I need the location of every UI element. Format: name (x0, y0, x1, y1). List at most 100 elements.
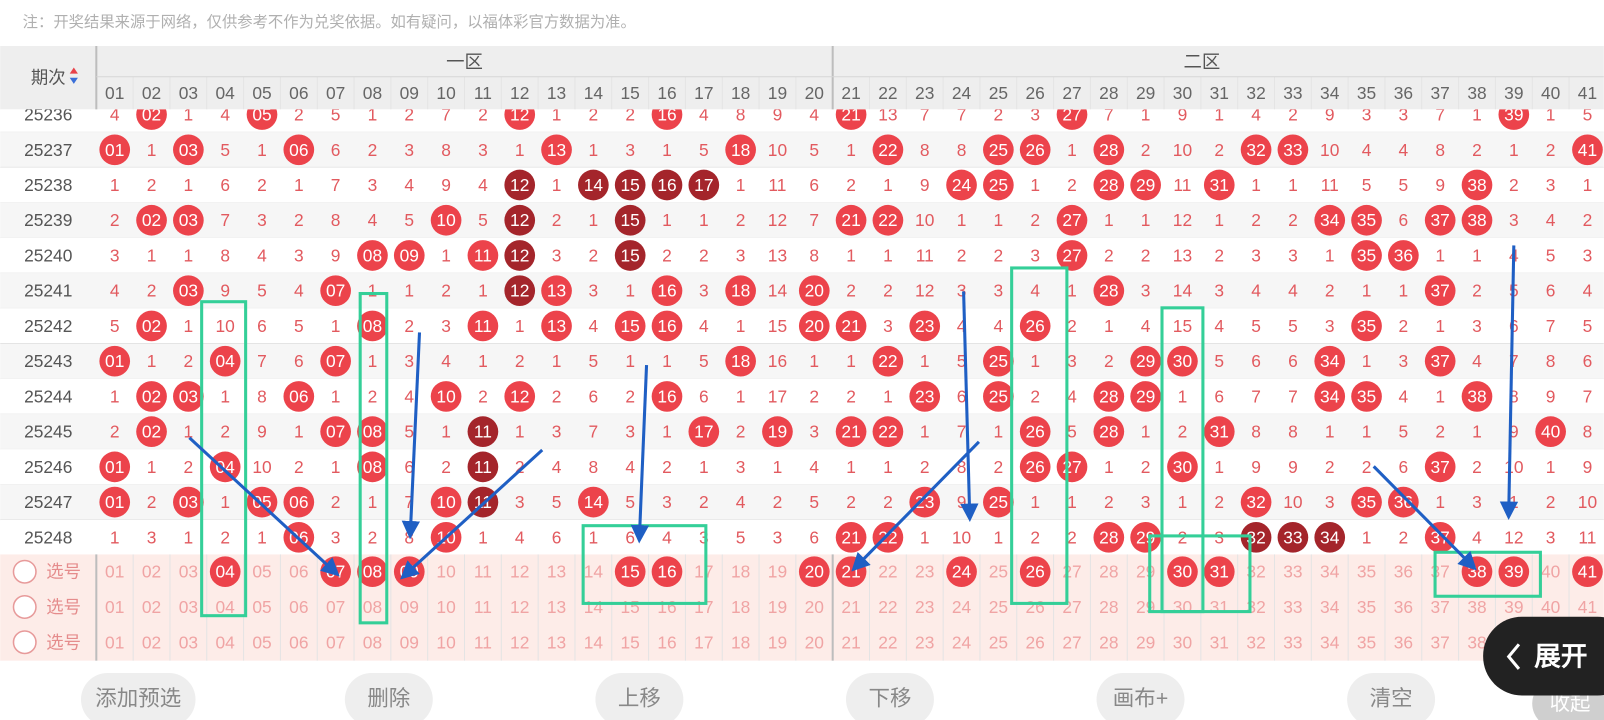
action-button[interactable] (1096, 672, 1185, 720)
pick-number[interactable]: 13 (547, 597, 566, 617)
pick-number[interactable]: 35 (1357, 597, 1376, 617)
pick-radio[interactable] (12, 594, 37, 620)
pick-number[interactable]: 34 (1320, 632, 1340, 652)
pick-number[interactable]: 13 (547, 562, 566, 582)
pick-number[interactable]: 25 (989, 597, 1008, 617)
pick-selected[interactable] (1203, 556, 1235, 588)
pick-number[interactable]: 37 (1431, 632, 1450, 652)
pick-number[interactable]: 10 (436, 597, 455, 617)
pick-number-selected[interactable]: 41 (1578, 562, 1597, 582)
float-expand[interactable]: 展开 (1483, 616, 1604, 696)
pick-number[interactable]: 36 (1394, 562, 1413, 582)
pick-number[interactable]: 38 (1467, 597, 1486, 617)
action-button[interactable] (595, 672, 684, 720)
pick-number[interactable]: 21 (841, 632, 860, 652)
action-label[interactable]: 删除 (367, 687, 410, 711)
pick-number[interactable]: 07 (326, 632, 345, 652)
pick-number[interactable]: 28 (1099, 597, 1118, 617)
pick-number[interactable]: 31 (1210, 597, 1229, 617)
pick-number[interactable]: 39 (1504, 597, 1523, 617)
pick-number[interactable]: 12 (510, 632, 529, 652)
pick-radio[interactable] (12, 630, 37, 655)
pick-number[interactable]: 29 (1136, 562, 1155, 582)
pick-number[interactable]: 01 (105, 597, 124, 617)
action-button[interactable] (845, 672, 934, 720)
pick-number[interactable]: 33 (1283, 632, 1302, 652)
pick-number[interactable]: 31 (1210, 632, 1229, 652)
pick-number[interactable]: 06 (289, 597, 308, 617)
pick-number[interactable]: 04 (216, 632, 236, 652)
pick-number[interactable]: 18 (731, 597, 750, 617)
expand-bg[interactable] (1483, 616, 1604, 696)
pick-number[interactable]: 27 (1062, 562, 1081, 582)
action-label[interactable]: 清空 (1370, 687, 1413, 711)
pick-number[interactable]: 38 (1467, 632, 1486, 652)
pick-number[interactable]: 06 (289, 562, 308, 582)
action-label[interactable]: 画布+ (1113, 687, 1168, 711)
pick-number[interactable]: 21 (841, 597, 860, 617)
pick-number[interactable]: 40 (1541, 597, 1560, 617)
pick-number[interactable]: 34 (1320, 597, 1340, 617)
pick-number-selected[interactable]: 15 (621, 562, 640, 582)
pick-number[interactable]: 07 (326, 597, 345, 617)
pick-number[interactable]: 15 (621, 632, 640, 652)
expand-label[interactable]: 展开 (1534, 642, 1587, 672)
pick-number[interactable]: 36 (1394, 632, 1413, 652)
pick-number[interactable]: 19 (768, 597, 787, 617)
pick-number[interactable]: 11 (474, 632, 492, 652)
pick-number[interactable]: 24 (952, 597, 972, 617)
collapse-label[interactable]: 收起 (1550, 692, 1591, 715)
pick-number[interactable]: 22 (878, 597, 897, 617)
pick-number[interactable]: 05 (252, 597, 271, 617)
pick-selected[interactable] (357, 556, 388, 588)
action-label[interactable]: 添加预选 (95, 687, 181, 711)
pick-selected[interactable] (209, 556, 241, 588)
pick-number[interactable]: 11 (474, 562, 492, 582)
pick-number[interactable]: 16 (657, 597, 676, 617)
pick-number[interactable]: 22 (878, 632, 897, 652)
pick-number[interactable]: 23 (915, 562, 934, 582)
pick-number[interactable]: 23 (915, 632, 934, 652)
pick-number[interactable]: 30 (1173, 597, 1192, 617)
pick-number-selected[interactable]: 30 (1173, 562, 1192, 582)
pick-number[interactable]: 09 (400, 632, 419, 652)
pick-number-selected[interactable]: 20 (805, 562, 824, 582)
pick-selected[interactable] (1572, 556, 1603, 588)
pick-number[interactable]: 26 (1026, 632, 1045, 652)
action-label[interactable]: 上移 (618, 687, 661, 711)
pick-selected[interactable] (614, 556, 646, 588)
pick-number[interactable]: 11 (474, 597, 492, 617)
pick-number[interactable]: 19 (768, 562, 787, 582)
pick-number[interactable]: 36 (1394, 597, 1413, 617)
pick-number[interactable]: 27 (1062, 597, 1081, 617)
pick-number[interactable]: 15 (621, 597, 640, 617)
pick-number[interactable]: 35 (1357, 632, 1376, 652)
pick-radio[interactable] (12, 559, 37, 584)
pick-number[interactable]: 03 (179, 562, 198, 582)
pick-number[interactable]: 05 (252, 632, 271, 652)
pick-number[interactable]: 25 (989, 562, 1008, 582)
pick-number-selected[interactable]: 39 (1504, 562, 1523, 582)
pick-number[interactable]: 03 (179, 597, 198, 617)
pick-number-selected[interactable]: 16 (657, 562, 676, 582)
pick-number-selected[interactable]: 24 (952, 562, 972, 582)
pick-number[interactable]: 33 (1283, 597, 1302, 617)
pick-number[interactable]: 18 (731, 562, 750, 582)
pick-number[interactable]: 02 (142, 562, 161, 582)
action-label[interactable]: 下移 (868, 687, 911, 711)
pick-number[interactable]: 10 (436, 562, 455, 582)
pick-number[interactable]: 17 (694, 562, 713, 582)
pick-number[interactable]: 29 (1136, 597, 1155, 617)
pick-number[interactable]: 37 (1431, 597, 1450, 617)
pick-number-selected[interactable]: 26 (1026, 562, 1045, 582)
pick-number[interactable]: 01 (105, 562, 124, 582)
pick-selected[interactable] (798, 556, 830, 588)
pick-number-selected[interactable]: 04 (216, 562, 236, 582)
pick-number[interactable]: 33 (1283, 562, 1302, 582)
pick-number[interactable]: 29 (1136, 632, 1155, 652)
action-button[interactable] (1347, 672, 1436, 720)
pick-number[interactable]: 02 (142, 597, 161, 617)
pick-number[interactable]: 34 (1320, 562, 1340, 582)
pick-number[interactable]: 04 (216, 597, 236, 617)
pick-number[interactable]: 35 (1357, 562, 1376, 582)
